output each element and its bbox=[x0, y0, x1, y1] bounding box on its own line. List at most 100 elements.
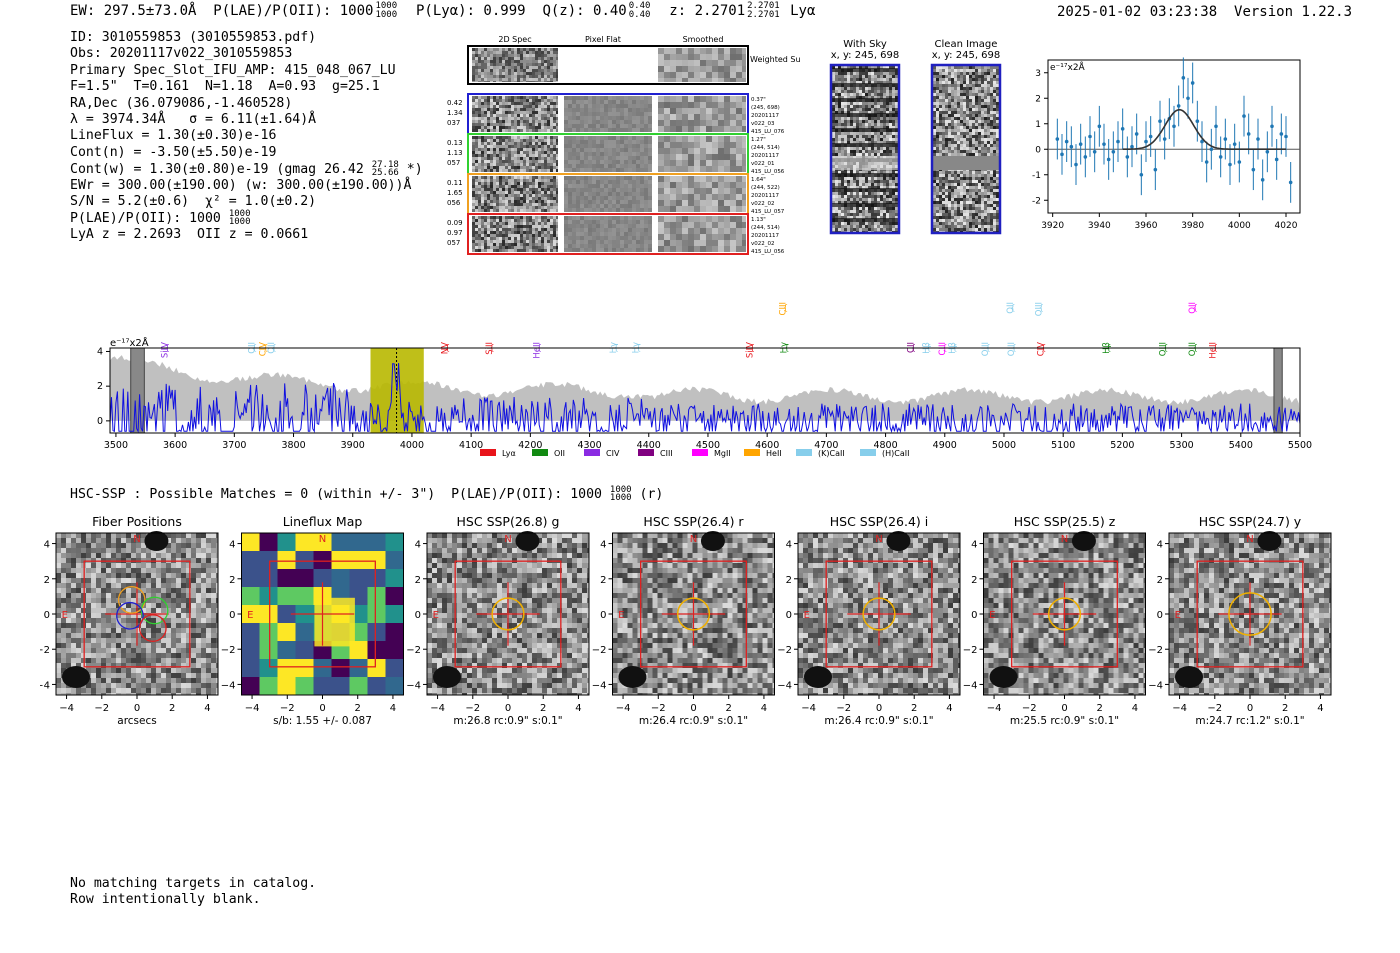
pixel bbox=[718, 216, 724, 222]
pixel bbox=[568, 232, 572, 236]
pixel bbox=[496, 63, 499, 66]
pixel bbox=[990, 138, 993, 141]
pixel bbox=[871, 135, 874, 138]
pixel bbox=[514, 222, 517, 225]
pixel bbox=[835, 177, 838, 180]
pixel bbox=[670, 206, 676, 212]
pixel bbox=[640, 96, 644, 100]
pixel bbox=[847, 93, 850, 96]
pixel bbox=[535, 96, 538, 99]
pixel bbox=[832, 81, 835, 84]
pixel bbox=[592, 188, 596, 192]
pixel bbox=[877, 228, 880, 231]
pixel bbox=[592, 192, 596, 196]
pixel bbox=[517, 237, 520, 240]
pixel bbox=[490, 246, 493, 249]
pixel bbox=[880, 207, 883, 210]
pixel bbox=[942, 117, 945, 120]
pixel bbox=[502, 48, 505, 51]
pixel bbox=[520, 66, 523, 69]
pixel bbox=[592, 136, 596, 140]
pixel bbox=[592, 168, 596, 172]
pixel bbox=[636, 180, 640, 184]
pixel bbox=[475, 99, 478, 102]
pixel bbox=[608, 236, 612, 240]
pixel bbox=[547, 120, 550, 123]
pixel bbox=[514, 154, 517, 157]
pixel bbox=[984, 72, 987, 75]
pixel bbox=[572, 176, 576, 180]
pixel bbox=[877, 225, 880, 228]
pixel bbox=[475, 166, 478, 169]
pixel bbox=[981, 87, 984, 90]
pixel bbox=[648, 148, 652, 152]
pixel bbox=[859, 195, 862, 198]
pixel bbox=[981, 108, 984, 111]
pixel bbox=[478, 243, 481, 246]
pixel bbox=[960, 66, 963, 69]
pixel bbox=[535, 191, 538, 194]
pixel bbox=[502, 139, 505, 142]
pixel bbox=[553, 179, 556, 182]
pixel bbox=[541, 185, 544, 188]
pixel bbox=[688, 154, 694, 160]
pixel bbox=[844, 111, 847, 114]
pixel bbox=[529, 51, 532, 54]
pixel bbox=[499, 169, 502, 172]
pixel bbox=[688, 48, 694, 54]
pixel bbox=[712, 126, 718, 132]
pixel bbox=[490, 160, 493, 163]
pixel bbox=[942, 99, 945, 102]
pixel bbox=[945, 147, 948, 150]
pixel bbox=[832, 180, 835, 183]
pixel bbox=[993, 90, 996, 93]
pixel bbox=[730, 114, 736, 120]
pixel bbox=[550, 225, 553, 228]
pixel bbox=[541, 63, 544, 66]
pixel bbox=[874, 201, 877, 204]
pixel bbox=[644, 168, 648, 172]
pixel bbox=[700, 176, 706, 182]
row-2dspec bbox=[472, 136, 558, 172]
pixel bbox=[856, 198, 859, 201]
pixel bbox=[535, 219, 538, 222]
pixel bbox=[632, 136, 636, 140]
pixel bbox=[868, 183, 871, 186]
pixel bbox=[608, 160, 612, 164]
pixel bbox=[496, 231, 499, 234]
pixel bbox=[529, 145, 532, 148]
pixel bbox=[865, 81, 868, 84]
pixel bbox=[730, 66, 736, 72]
pixel bbox=[892, 222, 895, 225]
pixel bbox=[871, 192, 874, 195]
pixel bbox=[514, 231, 517, 234]
pixel bbox=[517, 148, 520, 151]
pixel bbox=[664, 126, 670, 132]
pixel bbox=[883, 138, 886, 141]
pixel bbox=[736, 54, 742, 60]
pixel bbox=[874, 216, 877, 219]
pixel bbox=[592, 128, 596, 132]
pixel bbox=[664, 72, 670, 78]
pixel bbox=[620, 224, 624, 228]
pixel bbox=[517, 200, 520, 203]
pixel bbox=[478, 234, 481, 237]
pixel bbox=[996, 72, 999, 75]
pixel bbox=[484, 240, 487, 243]
pixel bbox=[636, 148, 640, 152]
pixel bbox=[608, 204, 612, 208]
pixel bbox=[942, 72, 945, 75]
pixel bbox=[547, 126, 550, 129]
pixel bbox=[580, 168, 584, 172]
pixel bbox=[616, 104, 620, 108]
pixel bbox=[538, 191, 541, 194]
pixel bbox=[724, 48, 730, 54]
pixel bbox=[865, 171, 868, 174]
pixel bbox=[499, 225, 502, 228]
pixel bbox=[886, 93, 889, 96]
pixel bbox=[670, 148, 676, 154]
pixel bbox=[523, 108, 526, 111]
pixel bbox=[475, 191, 478, 194]
pixel bbox=[520, 169, 523, 172]
pixel bbox=[859, 225, 862, 228]
